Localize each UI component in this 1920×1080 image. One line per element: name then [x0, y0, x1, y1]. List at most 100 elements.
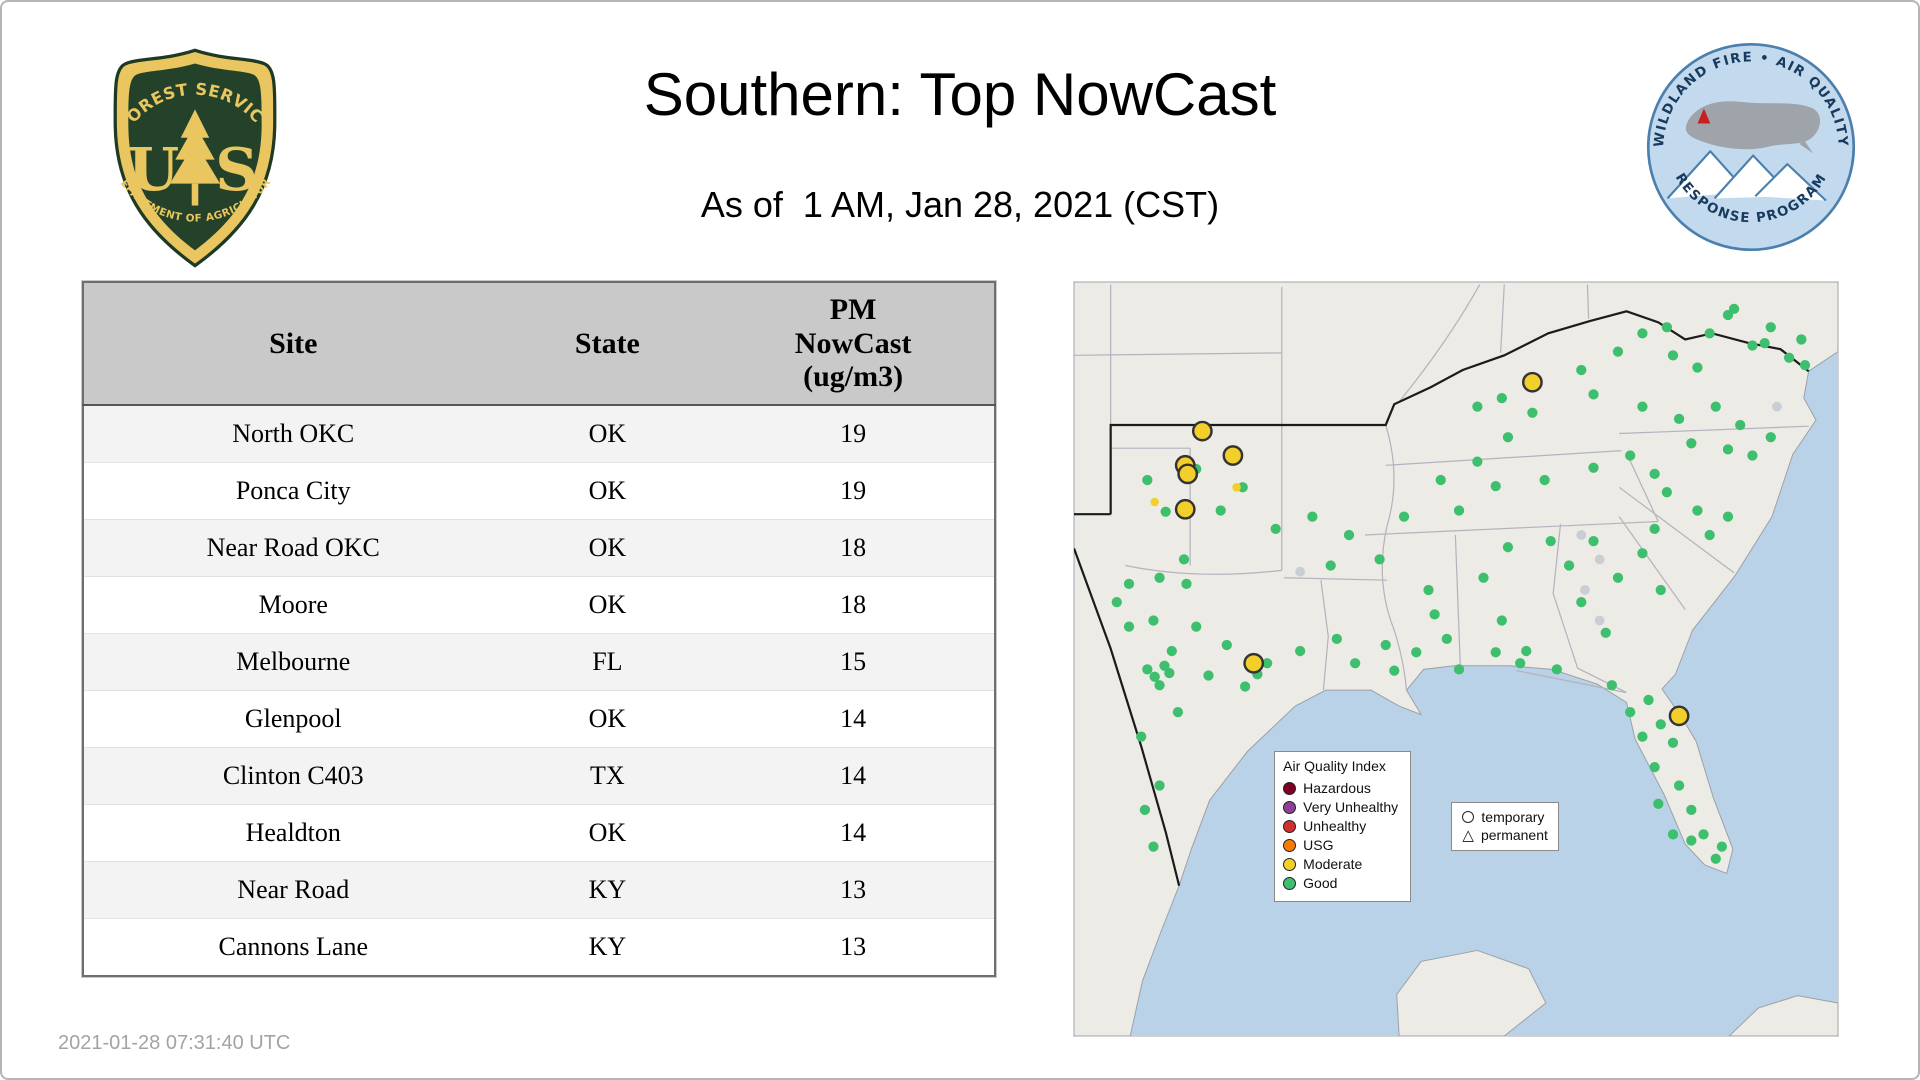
monitor-marker[interactable] [1649, 762, 1660, 773]
monitor-marker[interactable] [1343, 529, 1355, 541]
monitor-marker[interactable] [1692, 505, 1703, 516]
monitor-marker[interactable] [1331, 633, 1342, 644]
monitor-marker[interactable] [1411, 647, 1422, 658]
monitor-marker[interactable] [1796, 334, 1807, 345]
monitor-marker[interactable] [1159, 660, 1170, 671]
monitor-marker[interactable] [1496, 615, 1507, 626]
monitor-marker[interactable] [1154, 680, 1165, 691]
monitor-marker[interactable] [1380, 639, 1391, 651]
monitor-marker[interactable] [1655, 719, 1666, 730]
monitor-marker[interactable] [1649, 523, 1660, 534]
monitor-marker[interactable] [1221, 639, 1232, 651]
monitor-marker[interactable] [1653, 798, 1664, 809]
monitor-marker[interactable] [1472, 401, 1483, 412]
monitor-marker[interactable] [1594, 615, 1605, 626]
monitor-marker[interactable] [1661, 322, 1672, 333]
monitor-marker[interactable] [1237, 482, 1248, 493]
monitor-marker[interactable] [1594, 554, 1605, 565]
monitor-marker[interactable] [1203, 670, 1214, 681]
monitor-marker[interactable] [1181, 578, 1192, 589]
monitor-marker[interactable] [1142, 474, 1153, 486]
monitor-marker[interactable] [1232, 483, 1241, 492]
monitor-marker[interactable] [1747, 340, 1758, 351]
monitor-marker[interactable] [1765, 322, 1776, 333]
monitor-marker[interactable] [1240, 681, 1251, 692]
monitor-marker[interactable] [1398, 511, 1410, 522]
monitor-marker[interactable] [1551, 664, 1562, 675]
monitor-marker[interactable] [1262, 658, 1273, 669]
monitor-marker[interactable] [1637, 548, 1648, 559]
monitor-marker[interactable] [1704, 328, 1715, 339]
monitor-marker[interactable] [1698, 829, 1709, 840]
monitor-marker[interactable] [1295, 645, 1306, 657]
monitor-marker[interactable] [1325, 560, 1336, 571]
monitor-marker[interactable] [1123, 621, 1135, 632]
monitor-marker[interactable] [1686, 835, 1697, 846]
monitor-marker[interactable] [1123, 578, 1135, 589]
monitor-marker[interactable] [1521, 645, 1532, 657]
monitor-marker[interactable] [1178, 554, 1190, 565]
monitor-marker[interactable] [1139, 804, 1151, 816]
monitor-marker[interactable] [1625, 450, 1636, 461]
monitor-marker[interactable] [1490, 480, 1501, 492]
monitor-marker[interactable] [1722, 444, 1734, 455]
monitor-marker[interactable] [1545, 535, 1556, 547]
monitor-marker[interactable] [1668, 705, 1690, 727]
monitor-marker[interactable] [1661, 487, 1672, 498]
monitor-marker[interactable] [1673, 413, 1685, 425]
monitor-marker[interactable] [1539, 474, 1550, 486]
monitor-marker[interactable] [1453, 664, 1465, 675]
monitor-marker[interactable] [1710, 853, 1721, 864]
monitor-marker[interactable] [1686, 438, 1697, 449]
monitor-marker[interactable] [1160, 506, 1171, 517]
monitor-marker[interactable] [1243, 652, 1265, 674]
monitor-marker[interactable] [1576, 364, 1587, 376]
monitor-marker[interactable] [1576, 530, 1587, 540]
monitor-marker[interactable] [1637, 731, 1648, 742]
monitor-marker[interactable] [1673, 780, 1685, 791]
monitor-marker[interactable] [1374, 554, 1385, 565]
monitor-marker[interactable] [1588, 389, 1599, 400]
monitor-marker[interactable] [1191, 621, 1202, 632]
monitor-marker[interactable] [1771, 401, 1782, 412]
monitor-marker[interactable] [1148, 841, 1159, 852]
monitor-marker[interactable] [1735, 419, 1746, 431]
monitor-marker[interactable] [1716, 841, 1728, 852]
monitor-marker[interactable] [1522, 371, 1543, 393]
monitor-marker[interactable] [1472, 456, 1483, 467]
monitor-marker[interactable] [1295, 566, 1306, 577]
monitor-marker[interactable] [1588, 462, 1599, 473]
monitor-marker[interactable] [1722, 511, 1734, 522]
monitor-marker[interactable] [1600, 627, 1611, 638]
monitor-marker[interactable] [1563, 560, 1575, 571]
monitor-marker[interactable] [1172, 707, 1184, 718]
monitor-marker[interactable] [1783, 352, 1795, 363]
monitor-marker[interactable] [1655, 584, 1666, 596]
monitor-marker[interactable] [1625, 707, 1636, 718]
monitor-marker[interactable] [1136, 731, 1147, 742]
monitor-marker[interactable] [1191, 420, 1213, 442]
monitor-marker[interactable] [1490, 647, 1501, 658]
monitor-marker[interactable] [1307, 511, 1318, 522]
monitor-marker[interactable] [1435, 474, 1446, 486]
monitor-marker[interactable] [1441, 633, 1452, 644]
monitor-marker[interactable] [1270, 523, 1281, 534]
monitor-marker[interactable] [1612, 572, 1624, 583]
monitor-marker[interactable] [1164, 667, 1175, 679]
monitor-marker[interactable] [1728, 303, 1740, 315]
monitor-marker[interactable] [1704, 529, 1715, 541]
monitor-marker[interactable] [1527, 407, 1538, 418]
monitor-marker[interactable] [1643, 694, 1654, 706]
monitor-marker[interactable] [1667, 829, 1679, 840]
monitor-marker[interactable] [1649, 468, 1660, 479]
monitor-marker[interactable] [1429, 609, 1440, 620]
monitor-marker[interactable] [1667, 350, 1679, 361]
monitor-marker[interactable] [1154, 780, 1165, 791]
monitor-marker[interactable] [1637, 401, 1648, 412]
monitor-marker[interactable] [1150, 497, 1159, 507]
monitor-marker[interactable] [1686, 804, 1697, 816]
monitor-marker[interactable] [1154, 572, 1165, 583]
monitor-marker[interactable] [1453, 505, 1465, 516]
monitor-marker[interactable] [1747, 450, 1758, 461]
monitor-marker[interactable] [1389, 665, 1400, 676]
